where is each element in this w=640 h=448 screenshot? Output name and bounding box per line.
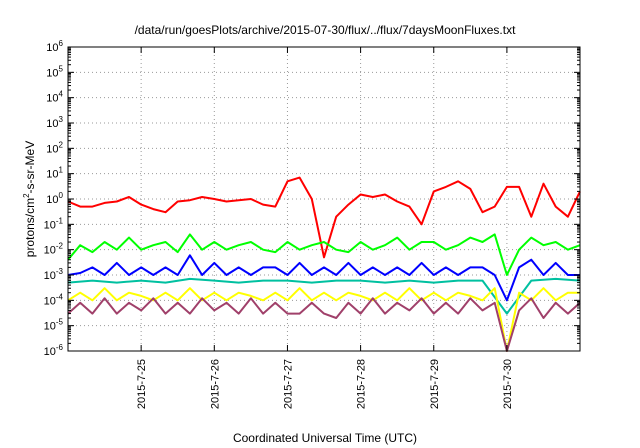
x-tick-label: 2015-7-25 [136,359,148,409]
y-tick-label: 10-1 [44,216,64,231]
y-tick-base: 10 [46,67,58,79]
y-tick-exponent: 5 [59,64,64,73]
series-lines [67,176,581,352]
x-tick-label: 2015-7-30 [502,359,514,409]
y-tick-base: 10 [44,270,56,282]
x-tick-label: 2015-7-29 [429,359,441,409]
y-tick-exponent: -3 [56,267,64,276]
y-tick-exponent: 2 [59,140,64,149]
y-tick-label: 102 [46,140,63,155]
y-tick-label: 106 [46,39,63,54]
series-line-2 [67,233,581,276]
series-line-6 [67,297,581,352]
y-tick-base: 10 [46,194,58,206]
y-tick-exponent: 6 [59,39,64,48]
y-tick-exponent: -1 [56,216,64,225]
y-tick-label: 103 [46,115,63,130]
y-tick-exponent: -4 [56,292,64,301]
y-tick-base: 10 [46,42,58,54]
y-tick-label: 10-4 [44,292,64,307]
y-tick-exponent: -5 [56,318,64,327]
y-tick-label: 104 [46,90,63,105]
y-tick-base: 10 [46,169,58,181]
x-tick-label: 2015-7-27 [282,359,294,409]
y-tick-label: 10-5 [44,318,64,333]
y-tick-base: 10 [44,321,56,333]
y-tick-base: 10 [44,295,56,307]
y-tick-label: 10-6 [44,343,64,358]
y-tick-label: 105 [46,64,63,79]
y-tick-base: 10 [44,346,56,358]
y-tick-base: 10 [46,118,58,130]
y-tick-exponent: 4 [59,90,64,99]
series-line-4 [67,277,581,315]
y-tick-exponent: -6 [56,343,64,352]
y-tick-exponent: 3 [59,115,64,124]
y-tick-base: 10 [46,143,58,155]
y-tick-base: 10 [46,93,58,105]
series-line-5 [67,287,580,352]
series-line-1 [67,176,581,259]
x-axis-label: Coordinated Universal Time (UTC) [233,431,417,445]
y-tick-label: 10-3 [44,267,64,282]
y-tick-exponent: 1 [59,166,64,175]
y-axis-label-main: protons/cm [23,198,37,257]
y-tick-label: 10-2 [44,242,64,257]
x-tick-label: 2015-7-28 [356,359,368,409]
x-tick-label: 2015-7-26 [209,359,221,409]
y-tick-exponent: 0 [59,191,64,200]
y-tick-base: 10 [44,219,56,231]
y-tick-exponent: -2 [56,242,64,251]
y-axis-label-superscript: 2 [22,193,31,198]
y-tick-label: 100 [46,191,63,206]
series-line-3 [67,254,580,302]
y-tick-label: 101 [46,166,63,181]
chart-title: /data/run/goesPlots/archive/2015-07-30/f… [135,23,517,37]
y-axis-label-units: -s-sr-MeV [23,141,37,194]
y-axis-label: protons/cm2-s-sr-MeV [22,141,37,257]
y-tick-base: 10 [44,245,56,257]
axis-ticks: 10-610-510-410-310-210-11001011021031041… [44,39,580,409]
